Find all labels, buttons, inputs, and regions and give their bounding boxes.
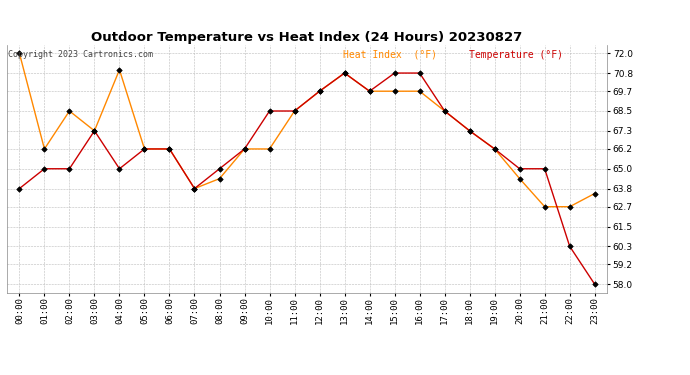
Title: Outdoor Temperature vs Heat Index (24 Hours) 20230827: Outdoor Temperature vs Heat Index (24 Ho… (91, 31, 523, 44)
Text: Temperature (°F): Temperature (°F) (469, 50, 563, 60)
Text: Copyright 2023 Cartronics.com: Copyright 2023 Cartronics.com (8, 50, 153, 59)
Text: Heat Index  (°F): Heat Index (°F) (343, 50, 437, 60)
